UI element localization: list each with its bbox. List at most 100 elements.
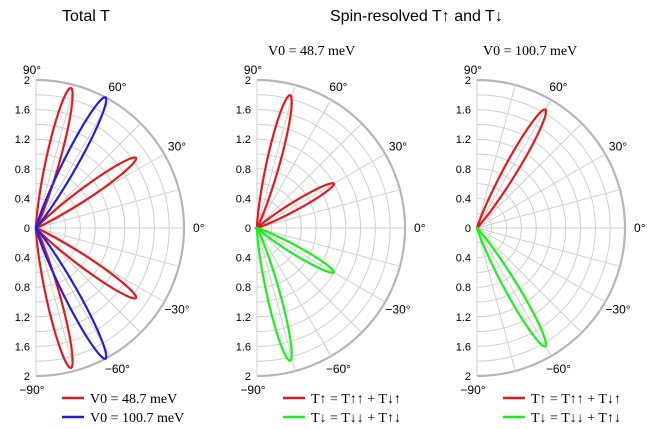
angle-tick-label: 60° [329,80,347,94]
angle-tick-label: −90° [460,383,485,397]
grid-spoke [256,189,401,229]
legend-label: T↑ = T↑↑ + T↓↑ [311,392,401,407]
grid-spoke [256,99,332,229]
angle-tick-label: 60° [108,80,126,94]
series-lobe [34,96,108,231]
grid-spoke [476,227,552,357]
grid-spoke [256,122,363,229]
angle-tick-label: 90° [23,63,41,77]
grid-spoke [476,227,516,372]
r-tick-label: 0.4 [15,193,30,205]
series-lobe [255,226,293,363]
r-tick-label: 0.4 [456,253,471,265]
r-tick-label: 0.8 [456,282,471,294]
legend-label: T↑ = T↑↑ + T↓↑ [531,392,621,407]
title-total: Total T [62,8,110,25]
r-tick-label: 1.2 [456,134,471,146]
r-tick-label: 0 [245,223,251,235]
r-tick-label: 1.2 [236,312,251,324]
legend-label: T↓ = T↓↓ + T↑↓ [531,411,621,426]
r-tick-label: 1.2 [456,312,471,324]
legend-label: T↓ = T↓↓ + T↑↓ [311,411,401,426]
r-tick-label: 0 [465,223,471,235]
angle-tick-label: 90° [464,63,482,77]
r-tick-label: 1.2 [15,134,30,146]
r-tick-label: 0.8 [15,164,30,176]
series-lobe [475,226,548,348]
polar-panel-2: 00.40.40.80.81.21.21.61.62290°60°30°0°−3… [236,44,426,426]
r-tick-label: 2 [245,371,251,383]
series-lobe [475,108,548,230]
polar-panel-1: 00.40.40.80.81.21.21.61.62290°60°30°0°−3… [15,63,205,426]
r-tick-label: 0.4 [236,193,251,205]
r-tick-label: 0.8 [15,282,30,294]
r-tick-label: 1.6 [236,105,251,117]
legend-label: V0 = 48.7 meV [90,392,177,407]
angle-tick-label: 60° [549,80,567,94]
grid-spoke [256,227,363,334]
grid-spoke [256,153,386,229]
r-tick-label: 0.4 [456,193,471,205]
grid-spoke [256,227,386,303]
angle-tick-label: −30° [605,302,630,316]
angle-tick-label: 0° [414,221,426,235]
r-tick-label: 1.2 [236,134,251,146]
grid-spoke [35,99,111,229]
grid-spoke [35,189,180,229]
r-tick-label: 2 [465,371,471,383]
grid-spoke [476,153,606,229]
r-tick-label: 0.8 [236,164,251,176]
grid-spoke [256,84,296,229]
grid-spoke [476,227,606,303]
r-tick-label: 0.8 [236,282,251,294]
series-lobe [34,225,108,360]
angle-tick-label: −60° [105,362,130,376]
angle-tick-label: −90° [240,383,265,397]
angle-tick-label: −30° [385,302,410,316]
r-tick-label: 2 [24,371,30,383]
r-tick-label: 0 [24,223,30,235]
grid-spoke [256,227,296,372]
title-spin-resolved: Spin-resolved T↑ and T↓ [330,8,503,25]
angle-tick-label: 90° [244,63,262,77]
r-tick-label: 1.6 [15,341,30,353]
r-tick-label: 1.6 [456,105,471,117]
grid-spoke [476,227,583,334]
grid-spoke [256,227,401,267]
r-tick-label: 2 [245,75,251,87]
angle-tick-label: −60° [326,362,351,376]
r-tick-label: 1.6 [456,341,471,353]
angle-tick-label: −30° [164,302,189,316]
grid-spoke [476,227,621,267]
panel-annotation: V0 = 48.7 meV [268,44,355,59]
angle-tick-label: 30° [389,140,407,154]
grid-spoke [476,99,552,229]
angle-tick-label: 30° [609,140,627,154]
r-tick-label: 0.4 [236,253,251,265]
r-tick-label: 0.8 [456,164,471,176]
polar-panel-3: 00.40.40.80.81.21.21.61.62290°60°30°0°−3… [456,44,646,426]
angle-tick-label: −60° [546,362,571,376]
grid-spoke [476,84,516,229]
grid-spoke [256,227,332,357]
angle-tick-label: 0° [634,221,646,235]
panel-annotation: V0 = 100.7 meV [483,44,577,59]
grid-spoke [35,227,75,372]
r-tick-label: 2 [24,75,30,87]
grid-spoke [35,227,111,357]
angle-tick-label: 0° [193,221,205,235]
r-tick-label: 1.6 [236,341,251,353]
legend-label: V0 = 100.7 meV [90,411,184,426]
r-tick-label: 1.2 [15,312,30,324]
r-tick-label: 0.4 [15,253,30,265]
grid-spoke [476,122,583,229]
r-tick-label: 2 [465,75,471,87]
grid-spoke [35,227,180,267]
angle-tick-label: 30° [168,140,186,154]
r-tick-label: 1.6 [15,105,30,117]
grid-spoke [476,189,621,229]
angle-tick-label: −90° [19,383,44,397]
grid-spoke [35,84,75,229]
